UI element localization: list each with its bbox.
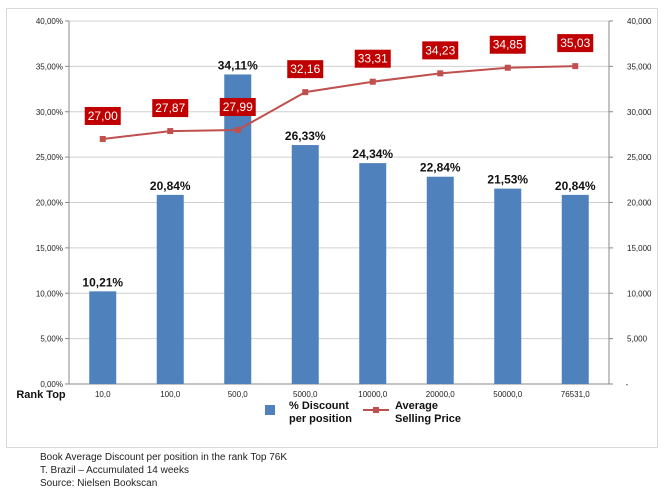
price-marker bbox=[369, 78, 376, 85]
x-axis-title: Rank Top bbox=[16, 389, 66, 401]
y-right-tick-label: - bbox=[626, 380, 629, 389]
x-tick-label: 500,0 bbox=[228, 390, 249, 399]
price-label-box bbox=[489, 35, 526, 54]
price-marker bbox=[167, 128, 174, 135]
price-line bbox=[102, 65, 576, 140]
price-data-label: 34,23 bbox=[425, 43, 455, 57]
price-data-label: 34,85 bbox=[493, 38, 523, 52]
chart: 0,00% 5,00% 10,00% 15,00% 20,00% 25,00% 30,00%… bbox=[16, 17, 652, 425]
x-tick-label: 5000,0 bbox=[293, 390, 318, 399]
y-left-tick-label: 20,00% bbox=[36, 199, 63, 208]
y-right-tick-label: 25,000 bbox=[627, 153, 652, 162]
price-marker bbox=[99, 135, 106, 142]
price-data-label: 35,03 bbox=[560, 36, 590, 50]
bar-data-label: 24,34% bbox=[352, 147, 393, 161]
price-label-box bbox=[152, 99, 189, 118]
bar bbox=[224, 74, 252, 384]
y-left-tick-label: 10,00% bbox=[36, 289, 63, 298]
price-label-box bbox=[219, 97, 256, 116]
y-right-tick-label: 35,000 bbox=[627, 62, 652, 71]
legend-label-price: Average bbox=[395, 400, 438, 412]
x-tick-label: 10000,0 bbox=[358, 390, 387, 399]
x-tick-label: 100,0 bbox=[160, 390, 181, 399]
y-right-tick-label: 20,000 bbox=[627, 199, 652, 208]
y-right-tick-label: 15,000 bbox=[627, 244, 652, 253]
price-data-label: 33,31 bbox=[358, 52, 388, 66]
y-right-tick-label: 40,000 bbox=[627, 17, 652, 26]
bar bbox=[89, 291, 117, 384]
caption-title: Book Average Discount per position in th… bbox=[40, 452, 288, 463]
price-label-box bbox=[354, 49, 391, 68]
bar-data-label: 26,33% bbox=[285, 129, 326, 143]
legend-swatch-discount bbox=[265, 405, 275, 415]
x-tick-label: 50000,0 bbox=[493, 390, 522, 399]
price-marker bbox=[437, 70, 444, 77]
bar bbox=[494, 188, 522, 384]
y-left-tick-label: 30,00% bbox=[36, 108, 63, 117]
x-tick-label: 76531,0 bbox=[561, 390, 590, 399]
price-marker bbox=[302, 89, 309, 96]
y-right-tick-label: 5,000 bbox=[627, 335, 648, 344]
bar bbox=[156, 194, 184, 384]
legend-marker-price bbox=[373, 407, 379, 413]
bar-data-label: 22,84% bbox=[420, 161, 461, 175]
price-data-label: 27,87 bbox=[155, 101, 185, 115]
y-left-tick-label: 25,00% bbox=[36, 153, 63, 162]
x-tick-label: 10,0 bbox=[95, 390, 111, 399]
legend-label-price: Selling Price bbox=[395, 413, 461, 425]
y-left-tick-label: 35,00% bbox=[36, 62, 63, 71]
bar-data-label: 10,21% bbox=[82, 275, 123, 289]
bar-data-label: 21,53% bbox=[487, 173, 528, 187]
y-left-tick-label: 5,00% bbox=[40, 335, 63, 344]
price-label-box bbox=[287, 60, 324, 79]
y-left-tick-label: 0,00% bbox=[40, 380, 63, 389]
bar bbox=[426, 176, 454, 384]
caption-source: Source: Nielsen Bookscan bbox=[40, 478, 158, 489]
y-right-tick-label: 10,000 bbox=[627, 289, 652, 298]
bar-data-label: 20,84% bbox=[150, 179, 191, 193]
bar-data-label: 20,84% bbox=[555, 179, 596, 193]
y-left-tick-label: 40,00% bbox=[36, 17, 63, 26]
price-marker bbox=[572, 63, 579, 70]
price-marker bbox=[504, 64, 511, 71]
bar bbox=[359, 163, 387, 384]
price-data-label: 27,99 bbox=[223, 100, 253, 114]
price-label-box bbox=[557, 34, 594, 53]
legend-label-discount: % Discount bbox=[289, 400, 349, 412]
x-tick-label: 20000,0 bbox=[426, 390, 455, 399]
price-data-label: 27,00 bbox=[88, 109, 118, 123]
chart-frame: 0,00% 5,00% 10,00% 15,00% 20,00% 25,00% 30,00%… bbox=[6, 8, 658, 448]
y-left-tick-label: 15,00% bbox=[36, 244, 63, 253]
price-marker bbox=[234, 126, 241, 133]
bar bbox=[291, 145, 319, 384]
bar-data-label: 34,11% bbox=[218, 58, 258, 72]
bar bbox=[561, 194, 589, 384]
y-right-tick-label: 30,000 bbox=[627, 108, 652, 117]
price-label-box bbox=[422, 41, 459, 60]
legend-label-discount: per position bbox=[289, 413, 352, 425]
price-data-label: 32,16 bbox=[290, 62, 320, 76]
price-label-box bbox=[84, 106, 121, 125]
caption-scope: T. Brazil – Accumulated 14 weeks bbox=[40, 465, 189, 476]
